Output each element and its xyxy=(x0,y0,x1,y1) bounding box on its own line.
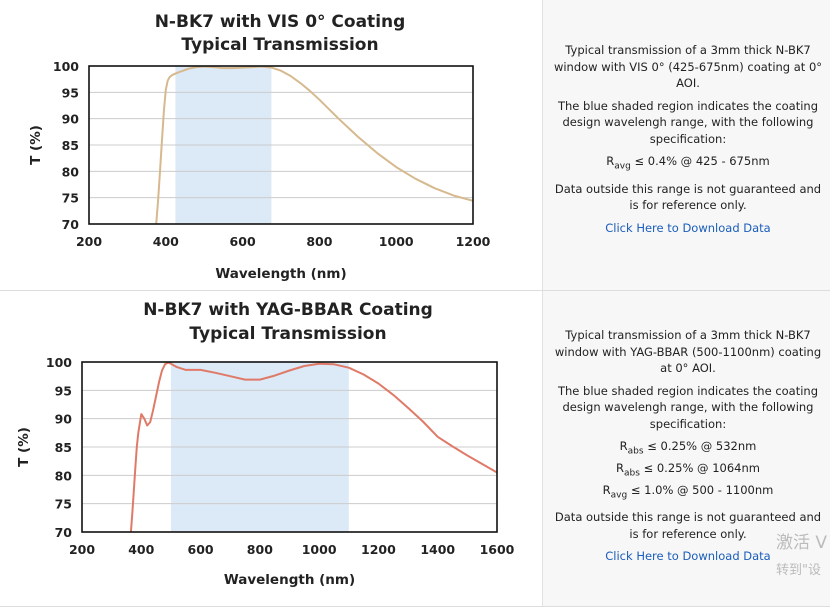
description-cell: Typical transmission of a 3mm thick N-BK… xyxy=(542,291,830,606)
spec-value: ≤ 1.0% @ 500 - 1100nm xyxy=(627,482,774,497)
download-data-link[interactable]: Click Here to Download Data xyxy=(605,220,771,235)
spec-value: ≤ 0.25% @ 532nm xyxy=(643,439,757,453)
y-tick-label: 95 xyxy=(62,85,79,100)
chart-row-2: N-BK7 with YAG-BBAR Coating Typical Trans… xyxy=(0,291,830,607)
spec-line: Ravg ≤ 0.4% @ 425 - 675nm xyxy=(553,153,823,175)
spec-symbol: R xyxy=(619,439,628,453)
y-tick-label: 70 xyxy=(62,217,80,232)
spec-line: Ravg ≤ 1.0% @ 500 - 1100nm xyxy=(553,482,823,504)
y-tick-label: 75 xyxy=(55,497,72,512)
spec-list: Ravg ≤ 0.4% @ 425 - 675nm xyxy=(553,153,823,175)
spec-symbol: R xyxy=(602,482,611,497)
y-tick-label: 90 xyxy=(55,412,73,427)
x-tick-label: 400 xyxy=(128,542,154,557)
y-tick-label: 80 xyxy=(62,164,80,179)
description-text: Typical transmission of a 3mm thick N-BK… xyxy=(554,328,822,375)
spec-value: ≤ 0.25% @ 1064nm xyxy=(639,460,760,475)
y-tick-label: 100 xyxy=(53,59,79,74)
description-shaded-note: The blue shaded region indicates the coa… xyxy=(557,98,819,146)
chart-title: N-BK7 with YAG-BBAR Coating xyxy=(143,300,433,320)
transmission-line xyxy=(129,361,498,533)
y-axis-label: T (%) xyxy=(16,427,32,467)
spec-line: Rabs ≤ 0.25% @ 532nm xyxy=(553,438,823,460)
x-tick-label: 1600 xyxy=(480,542,515,557)
plot-frame xyxy=(81,361,498,533)
x-tick-label: 1000 xyxy=(379,234,414,249)
spec-subscript: avg xyxy=(610,489,628,500)
y-tick-label: 100 xyxy=(46,355,72,370)
description-text: Typical transmission of a 3mm thick N-BK… xyxy=(553,43,823,90)
chart-cell: N-BK7 with VIS 0° Coating Typical Transmi… xyxy=(0,0,541,290)
description: Typical transmission of a 3mm thick N-BK… xyxy=(553,42,823,242)
spec-line: Rabs ≤ 0.25% @ 1064nm xyxy=(553,460,823,482)
y-tick-label: 90 xyxy=(62,112,80,127)
x-tick-label: 1200 xyxy=(361,542,396,557)
y-tick-label: 95 xyxy=(55,383,72,398)
y-tick-label: 85 xyxy=(62,138,79,153)
x-tick-label: 200 xyxy=(76,234,102,249)
x-tick-label: 600 xyxy=(230,234,256,249)
watermark-text: 激活 V xyxy=(776,533,828,553)
watermark-subtext: 转到"设 xyxy=(776,563,821,578)
chart-yag-bbar: N-BK7 with YAG-BBAR Coating Typical Trans… xyxy=(16,300,515,588)
description-disclaimer: Data outside this range is not guarantee… xyxy=(554,181,822,213)
x-tick-label: 800 xyxy=(306,234,332,249)
y-tick-label: 70 xyxy=(55,525,73,540)
spec-value: ≤ 0.4% @ 425 - 675nm xyxy=(630,154,770,168)
spec-list: Rabs ≤ 0.25% @ 532nm Rabs ≤ 0.25% @ 1064n… xyxy=(553,438,823,503)
description-cell: Typical transmission of a 3mm thick N-BK… xyxy=(542,0,830,290)
y-axis-label: T (%) xyxy=(28,125,44,165)
y-tick-label: 80 xyxy=(55,468,73,483)
x-tick-label: 1400 xyxy=(420,542,455,557)
x-tick-label: 600 xyxy=(188,542,214,557)
x-axis-label: Wavelength (nm) xyxy=(215,266,346,282)
description: Typical transmission of a 3mm thick N-BK… xyxy=(553,327,823,571)
chart-subtitle: Typical Transmission xyxy=(189,324,386,344)
chart-vis0: N-BK7 with VIS 0° Coating Typical Transmi… xyxy=(28,12,491,282)
chart-title: N-BK7 with VIS 0° Coating xyxy=(155,12,406,32)
chart-subtitle: Typical Transmission xyxy=(181,35,378,55)
spec-subscript: abs xyxy=(624,468,640,479)
chart-cell: N-BK7 with YAG-BBAR Coating Typical Trans… xyxy=(0,291,541,606)
x-tick-label: 400 xyxy=(153,234,179,249)
download-data-link[interactable]: Click Here to Download Data xyxy=(605,549,771,564)
spec-symbol: R xyxy=(606,154,615,168)
x-tick-label: 800 xyxy=(247,542,273,557)
description-disclaimer: Data outside this range is not guarantee… xyxy=(554,510,822,541)
x-axis-label: Wavelength (nm) xyxy=(224,572,355,588)
chart-row-1: N-BK7 with VIS 0° Coating Typical Transmi… xyxy=(0,0,830,291)
transmission-line xyxy=(155,65,474,225)
spec-symbol: R xyxy=(616,460,624,475)
spec-subscript: abs xyxy=(627,446,644,457)
x-tick-label: 1000 xyxy=(302,542,337,557)
plot-frame xyxy=(88,65,474,225)
x-tick-label: 1200 xyxy=(456,234,491,249)
spec-subscript: avg xyxy=(614,161,631,172)
y-tick-label: 75 xyxy=(62,191,79,206)
y-tick-label: 85 xyxy=(55,440,72,455)
description-shaded-note: The blue shaded region indicates the coa… xyxy=(557,383,819,431)
x-tick-label: 200 xyxy=(69,542,95,557)
